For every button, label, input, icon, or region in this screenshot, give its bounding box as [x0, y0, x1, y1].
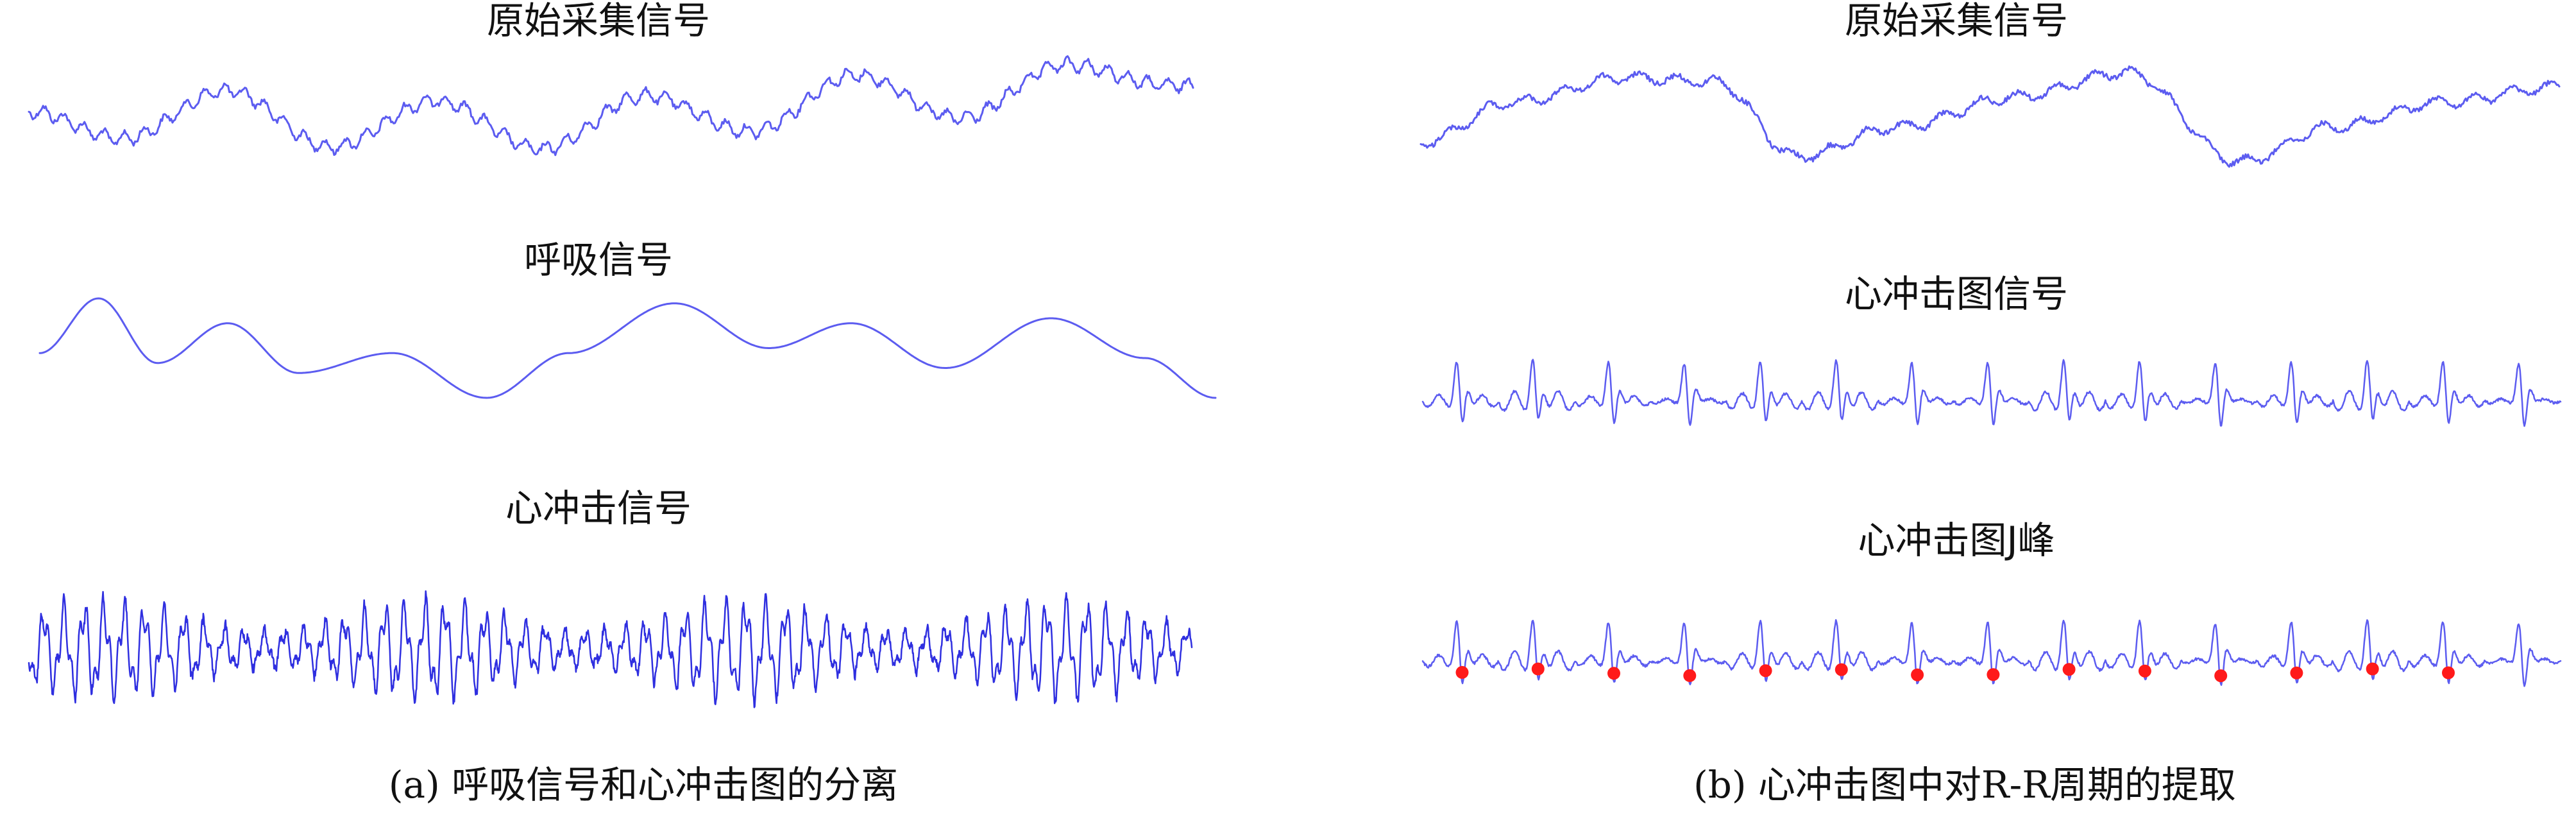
panel-b-raw-signal-line — [1419, 65, 2561, 168]
panel-a-respiration-title: 呼吸信号 — [524, 238, 673, 282]
j-peak-marker — [2366, 662, 2379, 676]
panel-b-jpeak-markers — [1455, 662, 2455, 683]
panel-b-jpeak-title: 心冲击图J峰 — [1858, 518, 2055, 562]
panel-b-bcg-line — [1421, 359, 2562, 427]
panel-a-bcg-line — [28, 590, 1193, 708]
j-peak-marker — [2442, 666, 2455, 680]
panel-a-caption: (a) 呼吸信号和心冲击图的分离 — [389, 763, 898, 807]
panel-b-raw-title: 原始采集信号 — [1845, 0, 2068, 42]
j-peak-marker — [1835, 663, 1848, 676]
j-peak-marker — [2138, 664, 2151, 678]
j-peak-marker — [1759, 664, 1772, 678]
j-peak-marker — [2214, 669, 2228, 683]
j-peak-marker — [1607, 667, 1620, 680]
j-peak-marker — [1683, 669, 1697, 682]
panel-a-bcg-title: 心冲击信号 — [505, 486, 691, 530]
j-peak-marker — [1987, 668, 2000, 681]
panel-b: 原始采集信号 心冲击图信号 心冲击图J峰 (b) 心冲击图中对R-R周期的提取 — [1419, 0, 2562, 807]
panel-b-bcg-title: 心冲击图信号 — [1845, 272, 2068, 316]
panel-a-raw-title: 原始采集信号 — [487, 0, 710, 42]
j-peak-marker — [2062, 663, 2076, 676]
j-peak-marker — [1531, 662, 1545, 676]
j-peak-marker — [2290, 666, 2303, 680]
panel-b-caption: (b) 心冲击图中对R-R周期的提取 — [1693, 763, 2236, 807]
panel-a: 原始采集信号 呼吸信号 心冲击信号 (a) 呼吸信号和心冲击图的分离 — [28, 0, 1217, 807]
panel-a-raw-signal-line — [28, 55, 1194, 157]
j-peak-marker — [1911, 668, 1924, 681]
j-peak-marker — [1455, 665, 1469, 679]
panel-a-respiration-line — [38, 297, 1217, 399]
